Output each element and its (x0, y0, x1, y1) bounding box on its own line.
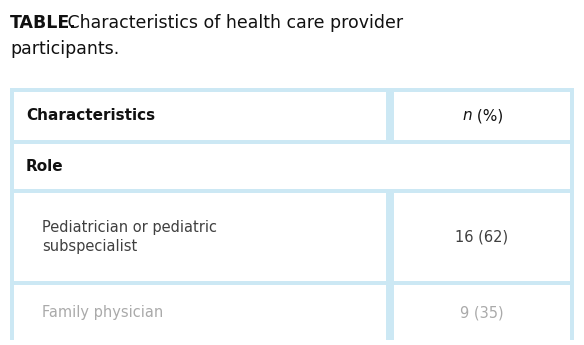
Bar (10, 88, 574, 340)
Bar (394, 193, 570, 281)
Text: Characteristics of health care provider: Characteristics of health care provider (62, 14, 403, 32)
Text: Role: Role (26, 159, 64, 174)
Bar (14, 285, 386, 340)
Text: participants.: participants. (10, 40, 119, 58)
Text: Pediatrician or pediatric: Pediatrician or pediatric (42, 220, 217, 235)
Text: (%): (%) (472, 108, 503, 124)
Bar (14, 92, 386, 140)
Bar (14, 193, 386, 281)
Text: TABLE.: TABLE. (10, 14, 77, 32)
Text: subspecialist: subspecialist (42, 239, 137, 254)
Text: 9 (35): 9 (35) (460, 305, 504, 320)
Text: 16 (62): 16 (62) (456, 229, 509, 245)
Bar (14, 144, 570, 189)
Text: n: n (463, 108, 472, 124)
Bar (394, 285, 570, 340)
Text: Family physician: Family physician (42, 305, 164, 320)
Text: Characteristics: Characteristics (26, 108, 155, 124)
Bar (394, 92, 570, 140)
